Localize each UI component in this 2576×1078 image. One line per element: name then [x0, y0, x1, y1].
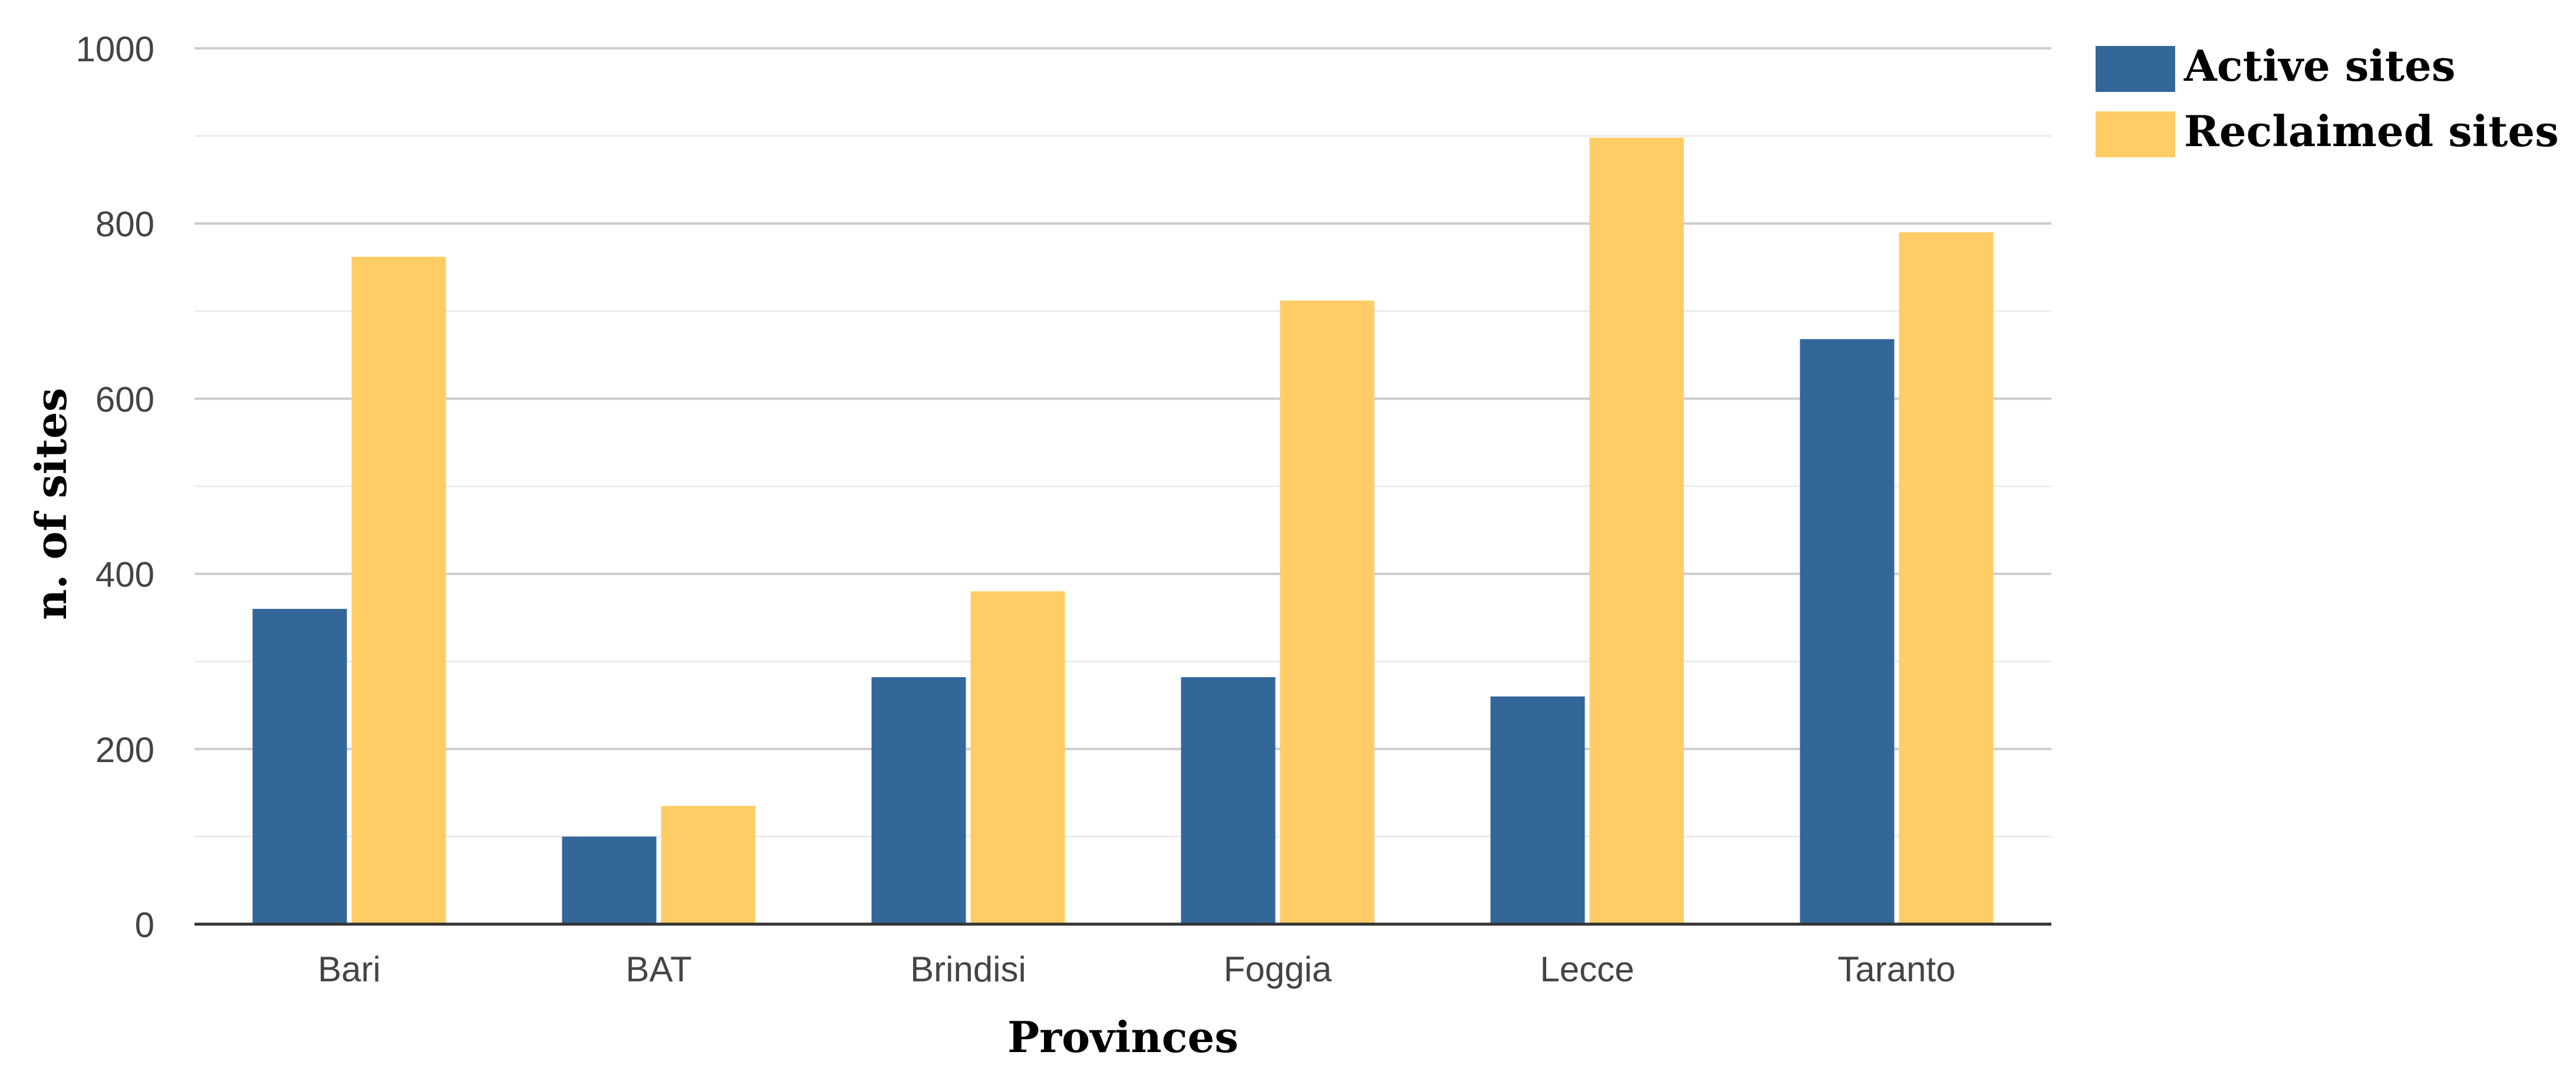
- bar-active-sites-bat: [562, 836, 657, 924]
- x-tick-label: Brindisi: [910, 950, 1026, 989]
- y-tick-label: 400: [95, 555, 154, 595]
- x-tick-label: Lecce: [1540, 950, 1634, 989]
- legend-label-active-sites: Active sites: [2183, 41, 2456, 91]
- bar-active-sites-taranto: [1800, 339, 1895, 924]
- bar-reclaimed-sites-foggia: [1280, 300, 1375, 924]
- legend-swatch-reclaimed-sites: [2096, 111, 2175, 157]
- y-axis-title: n. of sites: [26, 388, 76, 620]
- y-tick-labels: 0 200 400 600 800 1000: [76, 29, 154, 945]
- bar-reclaimed-sites-taranto: [1899, 232, 1994, 924]
- gridlines: [195, 47, 2051, 838]
- y-tick-label: 0: [135, 905, 154, 945]
- bar-active-sites-brindisi: [871, 677, 966, 924]
- x-tick-labels: Bari BAT Brindisi Foggia Lecce Taranto: [318, 950, 1955, 989]
- legend: Active sites Reclaimed sites: [2096, 41, 2559, 157]
- x-tick-label: Taranto: [1837, 950, 1955, 989]
- legend-swatch-active-sites: [2096, 46, 2175, 92]
- bar-reclaimed-sites-bari: [351, 256, 446, 925]
- y-tick-label: 800: [95, 205, 154, 244]
- bar-reclaimed-sites-brindisi: [970, 591, 1065, 924]
- bar-reclaimed-sites-lecce: [1589, 137, 1684, 924]
- x-tick-label: Bari: [318, 950, 381, 989]
- bars: [252, 137, 1994, 925]
- y-tick-label: 600: [95, 380, 154, 419]
- bar-reclaimed-sites-bat: [661, 806, 756, 924]
- bar-active-sites-bari: [252, 609, 347, 924]
- legend-label-reclaimed-sites: Reclaimed sites: [2184, 106, 2559, 156]
- x-tick-label: Foggia: [1224, 950, 1332, 989]
- x-tick-label: BAT: [625, 950, 691, 989]
- bar-active-sites-lecce: [1490, 696, 1585, 924]
- bar-active-sites-foggia: [1181, 677, 1276, 924]
- x-axis-title: Provinces: [1007, 1012, 1238, 1062]
- y-tick-label: 1000: [76, 29, 154, 69]
- y-tick-label: 200: [95, 730, 154, 770]
